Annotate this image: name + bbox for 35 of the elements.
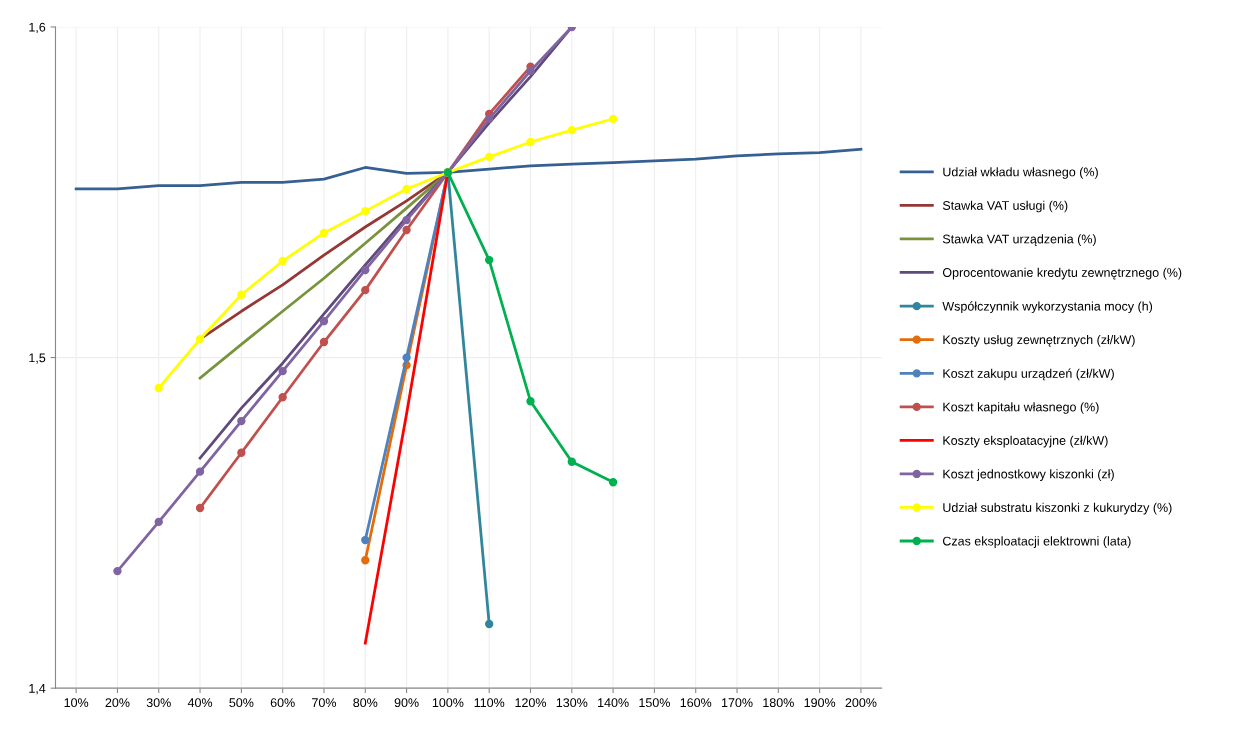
y-tick-label: 1,5 (29, 353, 46, 364)
x-tick-label: 20% (105, 698, 130, 708)
x-tick-label: 80% (353, 698, 378, 708)
x-tick-label: 120% (515, 698, 547, 708)
x-tick-label: 110% (474, 698, 505, 708)
x-tick-label: 40% (187, 698, 213, 708)
legend-label: Koszt zakupu urządzeń (zł/kW) (943, 368, 1114, 381)
legend-label: Udział substratu kiszonki z kukurydzy (%) (943, 502, 1172, 515)
x-tick-label: 70% (312, 698, 337, 708)
x-tick-label: 150% (639, 698, 670, 708)
x-tick-label: 10% (64, 698, 89, 708)
legend-label: Koszty eksploatacyjne (zł/kW) (943, 435, 1108, 448)
y-tick-label: 1,6 (29, 22, 46, 34)
x-tick-label: 50% (229, 698, 254, 708)
legend-label: Współczynnik wykorzystania mocy (h) (942, 301, 1153, 314)
legend-label: Koszt kapitału własnego (%) (943, 402, 1099, 414)
x-tick-label: 200% (845, 698, 877, 708)
x-tick-label: 160% (680, 698, 712, 708)
legend-label: Czas eksploatacji elektrowni (lata) (942, 536, 1131, 548)
x-tick-label: 180% (763, 698, 794, 708)
x-tick-label: 170% (721, 698, 753, 708)
x-tick-label: 130% (556, 698, 588, 708)
x-tick-label: 60% (270, 698, 295, 708)
legend-label: Oprocentowanie kredytu zewnętrznego (%) (942, 267, 1182, 280)
x-tick-label: 140% (598, 698, 629, 708)
x-tick-label: 90% (394, 698, 419, 708)
y-tick-label: 1,4 (29, 684, 46, 695)
legend-label: Udział wkładu własnego (%) (943, 167, 1098, 179)
x-tick-label: 30% (146, 698, 171, 708)
legend-label: Stawka VAT urządzenia (%) (942, 234, 1096, 246)
legend-label: Stawka VAT usługi (%) (942, 200, 1068, 213)
legend-label: Koszty usług zewnętrznych (zł/kW) (943, 334, 1135, 347)
x-tick-label: 190% (804, 698, 836, 708)
x-tick-label: 100% (432, 698, 464, 708)
legend-label: Koszt jednostkowy kiszonki (zł) (943, 469, 1114, 481)
